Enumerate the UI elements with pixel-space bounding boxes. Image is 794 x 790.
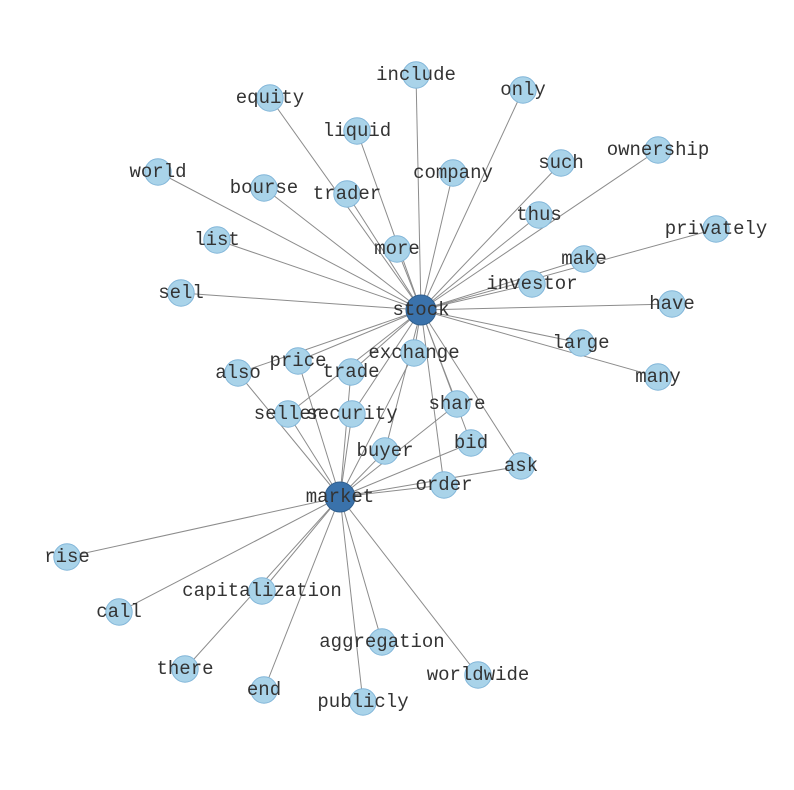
svg-text:company: company bbox=[413, 162, 493, 184]
svg-text:publicly: publicly bbox=[317, 691, 408, 713]
svg-text:call: call bbox=[96, 601, 142, 623]
svg-text:sell: sell bbox=[158, 282, 204, 304]
svg-text:equity: equity bbox=[236, 87, 304, 109]
svg-text:trade: trade bbox=[322, 361, 379, 383]
svg-text:price: price bbox=[269, 350, 326, 372]
svg-text:ownership: ownership bbox=[607, 139, 710, 161]
svg-text:bid: bid bbox=[454, 432, 488, 454]
svg-text:aggregation: aggregation bbox=[319, 631, 444, 653]
svg-text:privately: privately bbox=[665, 218, 768, 240]
svg-text:only: only bbox=[500, 79, 546, 101]
svg-text:exchange: exchange bbox=[368, 342, 459, 364]
svg-text:make: make bbox=[561, 248, 607, 270]
svg-text:bourse: bourse bbox=[230, 177, 298, 199]
svg-text:stock: stock bbox=[392, 299, 449, 321]
svg-text:liquid: liquid bbox=[323, 120, 391, 142]
svg-text:rise: rise bbox=[44, 546, 90, 568]
svg-text:include: include bbox=[376, 64, 456, 86]
svg-text:such: such bbox=[538, 152, 584, 174]
svg-text:thus: thus bbox=[516, 204, 562, 226]
svg-text:large: large bbox=[552, 332, 609, 354]
svg-text:also: also bbox=[215, 362, 261, 384]
svg-text:list: list bbox=[194, 229, 240, 251]
svg-text:capitalization: capitalization bbox=[182, 580, 342, 602]
svg-text:market: market bbox=[306, 486, 374, 508]
svg-text:worldwide: worldwide bbox=[427, 664, 530, 686]
svg-text:many: many bbox=[635, 366, 681, 388]
svg-text:world: world bbox=[129, 161, 186, 183]
svg-text:investor: investor bbox=[486, 273, 577, 295]
svg-text:order: order bbox=[415, 474, 472, 496]
svg-text:trader: trader bbox=[313, 183, 381, 205]
svg-text:buyer: buyer bbox=[356, 440, 413, 462]
svg-text:share: share bbox=[428, 393, 485, 415]
svg-text:security: security bbox=[306, 403, 397, 425]
svg-text:more: more bbox=[374, 238, 420, 260]
svg-text:there: there bbox=[156, 658, 213, 680]
svg-text:have: have bbox=[649, 293, 695, 315]
svg-text:end: end bbox=[247, 679, 281, 701]
svg-text:ask: ask bbox=[504, 455, 538, 477]
